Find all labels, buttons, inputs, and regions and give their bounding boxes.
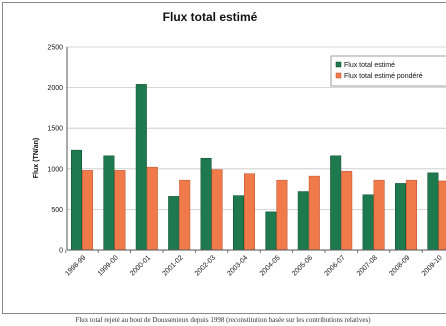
bar-estime bbox=[362, 194, 374, 251]
x-tick-label: 2002-03 bbox=[194, 254, 217, 277]
bar-estime bbox=[71, 149, 82, 251]
x-tick-label: 2000-01 bbox=[129, 254, 152, 277]
y-tick-label: 2000 bbox=[47, 85, 63, 92]
x-tick-label: 2006-07 bbox=[323, 254, 346, 277]
bar-estime bbox=[265, 211, 277, 251]
bar-pondere bbox=[438, 180, 446, 251]
x-tick-label: 2008-09 bbox=[388, 254, 411, 277]
y-tick-label: 1000 bbox=[47, 166, 63, 173]
bar-estime bbox=[330, 155, 342, 251]
legend-box bbox=[330, 55, 446, 87]
chart: Flux total estimé Flux (TN/an) 0 500 1000 1… bbox=[33, 10, 446, 278]
y-tick-label: 0 bbox=[59, 248, 63, 255]
bar-pondere bbox=[179, 179, 191, 251]
bar-pondere bbox=[341, 170, 353, 251]
bar-estime bbox=[103, 155, 115, 251]
bar-estime bbox=[395, 183, 406, 251]
x-tick-label: 2001-02 bbox=[161, 254, 184, 277]
x-tick-label: 2009-10 bbox=[421, 254, 444, 277]
x-tick-label: 2004-05 bbox=[259, 254, 282, 277]
legend-label: Flux total estimé pondéré bbox=[344, 73, 423, 80]
figure-caption: Flux total rejeté au bout de Doussenieux… bbox=[75, 316, 371, 324]
y-axis-label: Flux (TN/an) bbox=[33, 138, 40, 178]
legend: Flux total estimé Flux total estimé pondé… bbox=[330, 55, 446, 87]
y-tick-label: 2500 bbox=[47, 45, 63, 52]
bar-estime bbox=[135, 84, 147, 251]
bar-pondere bbox=[211, 169, 223, 251]
bar-pondere bbox=[276, 179, 288, 251]
bar-estime bbox=[427, 172, 439, 251]
x-tick-label: 2005-06 bbox=[291, 254, 314, 277]
bar-pondere bbox=[114, 170, 126, 251]
x-tick-label: 2007-08 bbox=[356, 254, 379, 277]
bar-estime bbox=[297, 191, 309, 251]
bar-pondere bbox=[406, 179, 417, 251]
y-tick-label: 1500 bbox=[47, 126, 63, 133]
bar-pondere bbox=[373, 179, 385, 251]
bar-estime bbox=[168, 196, 180, 251]
chart-title: Flux total estimé bbox=[163, 10, 258, 24]
bar-estime bbox=[233, 195, 244, 251]
x-tick-label: 2003-04 bbox=[226, 254, 249, 277]
bar-pondere bbox=[244, 173, 255, 251]
bar-pondere bbox=[308, 175, 320, 251]
bar-pondere bbox=[146, 166, 158, 251]
bar-pondere bbox=[82, 170, 93, 251]
bar-estime bbox=[200, 157, 212, 251]
x-tick-label: 1998-99 bbox=[64, 254, 87, 277]
legend-swatch bbox=[335, 72, 342, 79]
legend-swatch bbox=[335, 61, 342, 68]
x-tick-label: 1999-00 bbox=[97, 254, 120, 277]
legend-label: Flux total estimé bbox=[344, 62, 395, 69]
y-tick-label: 500 bbox=[51, 207, 63, 214]
